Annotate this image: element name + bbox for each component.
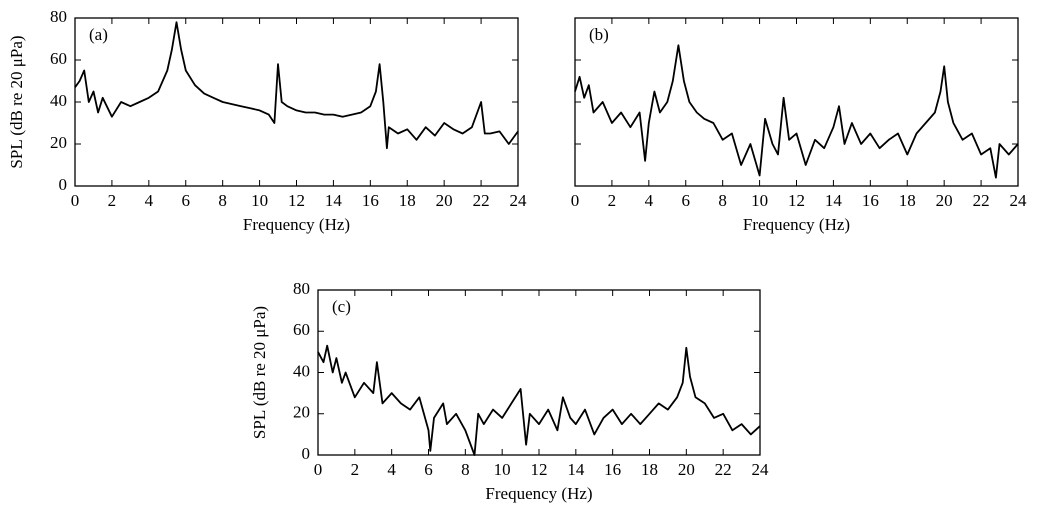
y-tick-label: 0 — [302, 444, 311, 463]
x-tick-label: 24 — [752, 460, 770, 479]
x-tick-label: 8 — [718, 191, 727, 210]
x-tick-label: 20 — [436, 191, 453, 210]
x-tick-label: 4 — [645, 191, 654, 210]
x-tick-label: 18 — [399, 191, 416, 210]
spectrum-line — [574, 44, 1019, 179]
y-axis-label: SPL (dB re 20 μPa) — [250, 306, 269, 439]
y-tick-label: 20 — [293, 403, 310, 422]
x-axis-label: Frequency (Hz) — [743, 215, 850, 234]
x-tick-label: 6 — [424, 460, 433, 479]
x-tick-label: 22 — [973, 191, 990, 210]
x-tick-label: 0 — [314, 460, 323, 479]
y-tick-label: 0 — [59, 175, 68, 194]
x-axis-label: Frequency (Hz) — [485, 484, 592, 503]
x-tick-label: 24 — [510, 191, 528, 210]
panel-label: (a) — [89, 25, 108, 44]
x-tick-label: 2 — [351, 460, 360, 479]
x-tick-label: 10 — [494, 460, 511, 479]
spectrum-line — [74, 21, 519, 150]
x-tick-label: 2 — [608, 191, 617, 210]
x-tick-label: 16 — [862, 191, 879, 210]
y-tick-label: 20 — [50, 133, 67, 152]
panel-label: (c) — [332, 297, 351, 316]
x-tick-label: 8 — [218, 191, 227, 210]
x-tick-label: 6 — [682, 191, 691, 210]
y-tick-label: 80 — [293, 279, 310, 298]
x-tick-label: 18 — [899, 191, 916, 210]
spectrum-line — [317, 344, 761, 456]
y-tick-label: 60 — [293, 320, 310, 339]
x-tick-label: 20 — [678, 460, 695, 479]
x-axis-label: Frequency (Hz) — [243, 215, 350, 234]
x-tick-label: 0 — [571, 191, 580, 210]
y-tick-label: 40 — [50, 91, 67, 110]
x-tick-label: 10 — [251, 191, 268, 210]
x-tick-label: 0 — [71, 191, 80, 210]
y-tick-label: 60 — [50, 49, 67, 68]
plot-frame — [317, 289, 761, 456]
x-tick-label: 14 — [567, 460, 585, 479]
x-tick-label: 16 — [362, 191, 379, 210]
x-tick-label: 24 — [1010, 191, 1028, 210]
x-tick-label: 4 — [145, 191, 154, 210]
x-tick-label: 20 — [936, 191, 953, 210]
x-tick-label: 10 — [751, 191, 768, 210]
x-tick-label: 14 — [825, 191, 843, 210]
x-tick-label: 12 — [288, 191, 305, 210]
y-tick-label: 40 — [293, 361, 310, 380]
x-tick-label: 8 — [461, 460, 470, 479]
plot-frame — [574, 17, 1019, 187]
y-axis-label: SPL (dB re 20 μPa) — [7, 35, 26, 168]
panel-label: (b) — [589, 25, 609, 44]
x-tick-label: 12 — [788, 191, 805, 210]
x-tick-label: 14 — [325, 191, 343, 210]
x-tick-label: 22 — [473, 191, 490, 210]
y-tick-label: 80 — [50, 7, 67, 26]
x-tick-label: 4 — [387, 460, 396, 479]
x-tick-label: 6 — [182, 191, 191, 210]
x-tick-label: 2 — [108, 191, 117, 210]
x-tick-label: 16 — [604, 460, 621, 479]
x-tick-label: 12 — [531, 460, 548, 479]
x-tick-label: 22 — [715, 460, 732, 479]
x-tick-label: 18 — [641, 460, 658, 479]
